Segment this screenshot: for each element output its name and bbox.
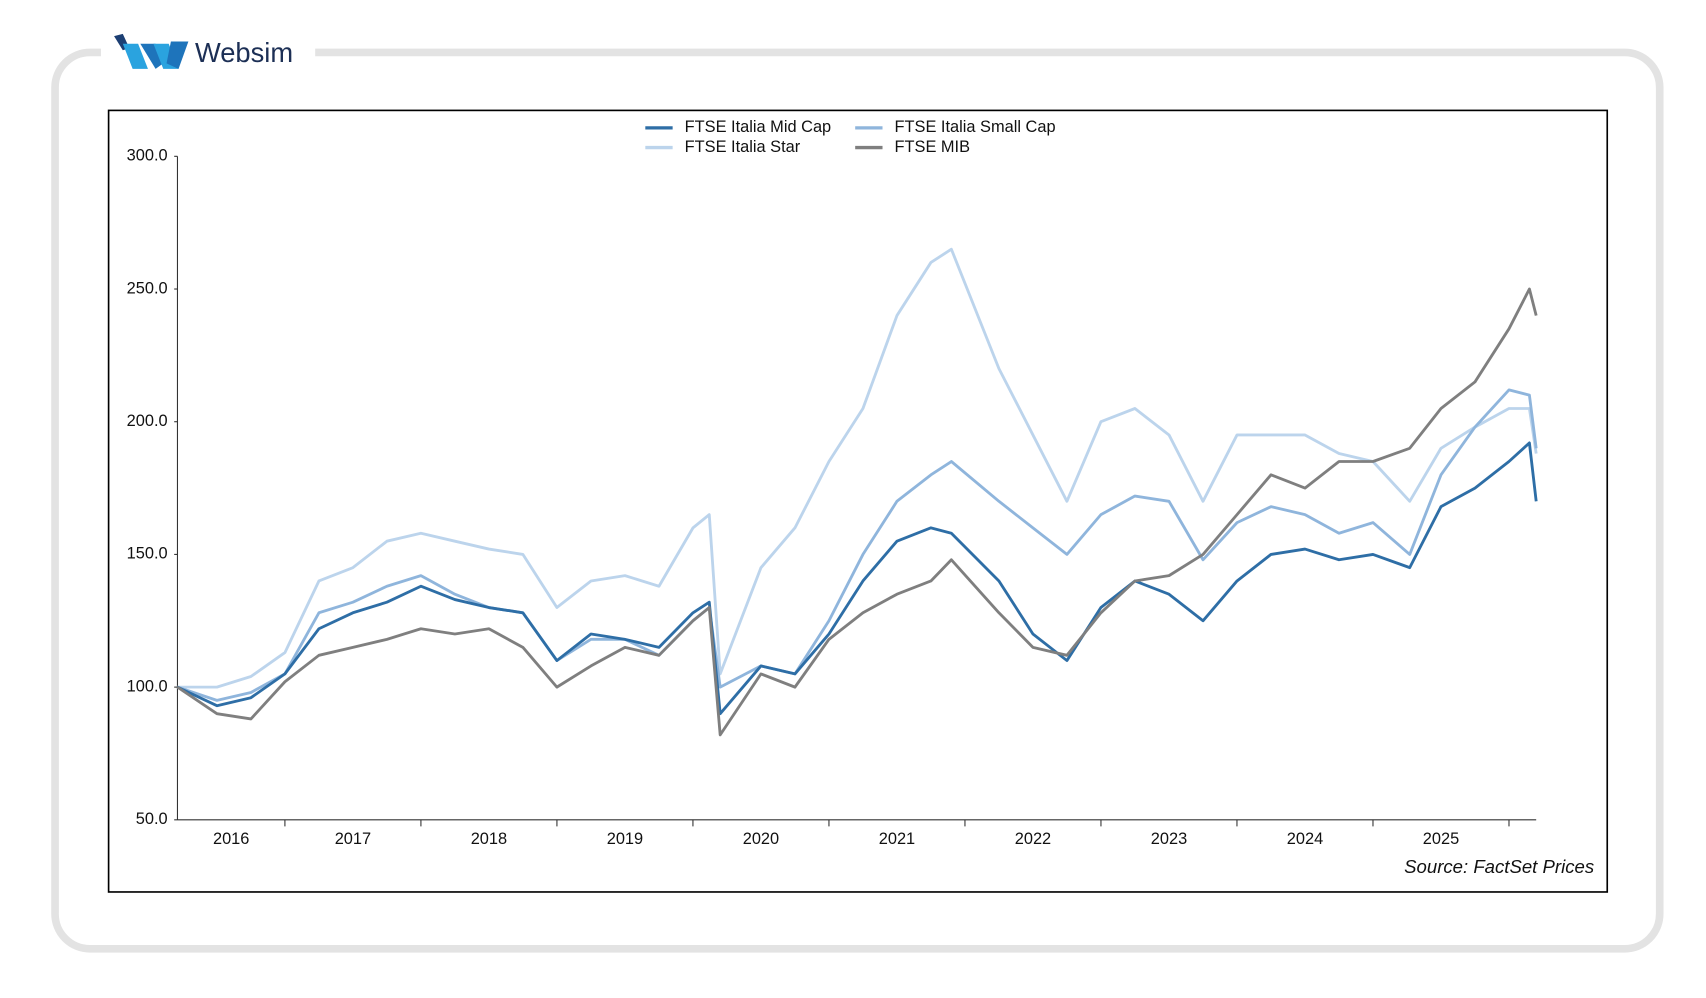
legend-label: FTSE MIB <box>895 138 971 156</box>
series-line <box>177 388 1538 702</box>
y-tick-label: 300.0 <box>127 147 168 165</box>
x-tick-label: 2023 <box>1151 830 1187 848</box>
source-note: Source: FactSet Prices <box>1404 856 1594 877</box>
x-tick-label: 2018 <box>471 830 507 848</box>
legend-label: FTSE Italia Star <box>685 138 801 156</box>
legend-label: FTSE Italia Mid Cap <box>685 118 832 136</box>
y-tick-label: 150.0 <box>127 545 168 563</box>
y-tick-label: 100.0 <box>127 677 168 695</box>
series-line <box>176 441 1538 716</box>
y-tick-label: 250.0 <box>127 279 168 297</box>
x-tick-label: 2024 <box>1287 830 1323 848</box>
y-tick-label: 200.0 <box>127 412 168 430</box>
y-tick-label: 50.0 <box>136 810 168 828</box>
x-tick-label: 2020 <box>743 830 779 848</box>
series-line <box>177 247 1538 689</box>
x-tick-label: 2021 <box>879 830 915 848</box>
logo-icon <box>114 33 189 69</box>
x-tick-label: 2025 <box>1423 830 1459 848</box>
x-tick-label: 2017 <box>335 830 371 848</box>
x-tick-label: 2019 <box>607 830 643 848</box>
plot-frame <box>107 109 1609 893</box>
x-tick-label: 2016 <box>213 830 249 848</box>
legend-label: FTSE Italia Small Cap <box>895 118 1056 136</box>
series-line <box>176 287 1538 737</box>
x-tick-label: 2022 <box>1015 830 1051 848</box>
brand-name: Websim <box>195 37 293 68</box>
